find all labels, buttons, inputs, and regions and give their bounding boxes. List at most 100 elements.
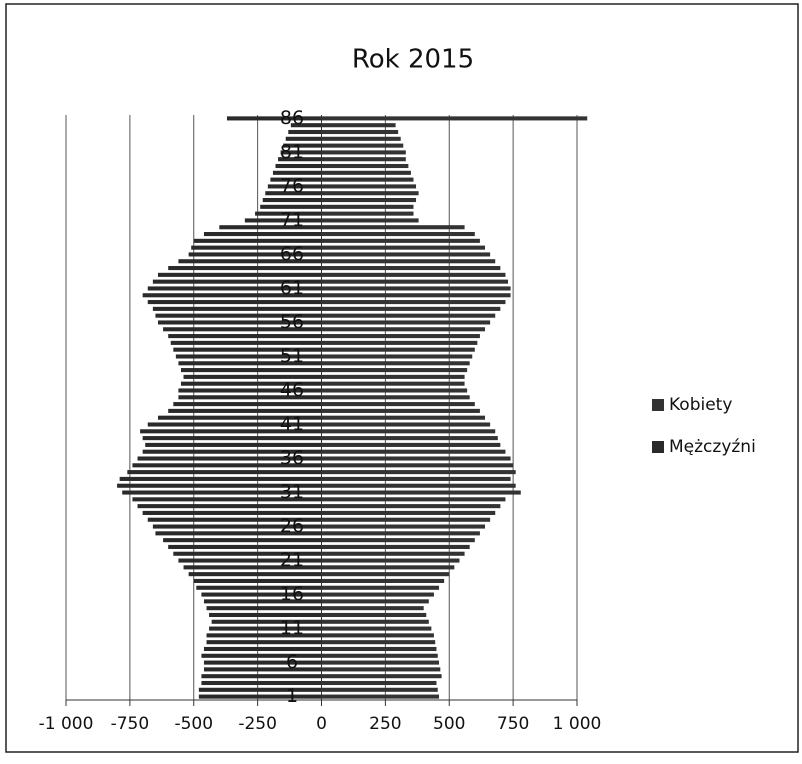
bar (163, 538, 322, 543)
bar (180, 368, 322, 373)
bar (321, 238, 480, 243)
bar (203, 232, 322, 237)
frame (5, 3, 799, 753)
bar (272, 170, 322, 175)
bar (183, 565, 322, 570)
bar (226, 116, 322, 121)
bar (321, 368, 468, 373)
bar (321, 646, 437, 652)
bar (321, 490, 521, 495)
bar (321, 252, 491, 257)
bar (137, 504, 322, 509)
bar (321, 272, 506, 277)
bar (321, 449, 506, 454)
x-tick-label: 1 000 (553, 714, 602, 734)
bar (175, 354, 322, 359)
y-tick-label: 76 (280, 175, 304, 197)
bar (321, 334, 480, 339)
bar (321, 517, 491, 522)
bar (127, 470, 322, 475)
bar (321, 211, 414, 216)
bar (157, 272, 322, 277)
bar (321, 116, 588, 121)
bar (168, 408, 322, 413)
bar (321, 442, 501, 447)
bar (321, 544, 470, 549)
bar (173, 347, 322, 352)
bar (206, 606, 322, 611)
bar (321, 306, 501, 311)
x-tick-label: -1 000 (39, 714, 94, 734)
y-tick-label: 86 (280, 107, 304, 129)
bar (178, 558, 322, 563)
bar (147, 422, 322, 427)
bar (285, 136, 322, 141)
x-tick-label: -250 (238, 714, 277, 734)
bar (321, 218, 419, 223)
bar (178, 361, 322, 366)
bar (321, 504, 501, 509)
bar (321, 612, 427, 618)
y-tick-label: 1 (286, 685, 298, 707)
bar (321, 429, 496, 434)
bar (290, 123, 322, 128)
bar (157, 415, 322, 420)
bar (321, 674, 442, 679)
bar (219, 225, 322, 230)
y-tick-label: 51 (280, 345, 304, 367)
bar (321, 633, 434, 638)
bar (321, 354, 473, 359)
bar (321, 150, 406, 155)
x-tick-label: -750 (111, 714, 150, 734)
bar (119, 476, 322, 481)
x-tick-label: 500 (433, 714, 465, 734)
bar (321, 538, 475, 543)
bar (191, 245, 322, 250)
bar (168, 334, 322, 339)
bar (155, 313, 322, 318)
bar (201, 674, 322, 679)
bar (321, 395, 470, 400)
bar (321, 225, 465, 230)
bar (321, 381, 465, 386)
bar (321, 606, 424, 611)
bar (173, 402, 322, 407)
y-tick-label: 31 (280, 481, 304, 503)
bar (201, 592, 322, 597)
y-tick-label: 71 (280, 209, 304, 231)
bar (321, 191, 419, 196)
y-tick-label: 41 (280, 413, 304, 435)
bar (196, 585, 322, 590)
bar (178, 388, 322, 393)
bar (193, 578, 322, 583)
bar (321, 524, 486, 529)
bar (180, 381, 322, 386)
bar (321, 361, 470, 366)
bar (321, 599, 429, 604)
bar (321, 170, 411, 175)
bar (321, 136, 401, 141)
bar (321, 197, 417, 203)
bar (117, 483, 322, 488)
bar (132, 497, 322, 502)
bar (321, 572, 450, 577)
bar (321, 470, 516, 475)
bar (321, 436, 498, 441)
bar (321, 565, 455, 570)
bar (321, 463, 514, 468)
chart-title: Rok 2015 (352, 45, 474, 75)
bar (321, 129, 399, 135)
x-tick-label: -500 (174, 714, 213, 734)
legend-label: Kobiety (669, 395, 732, 415)
bar (321, 177, 414, 182)
y-tick-label: 26 (280, 515, 304, 537)
bar (170, 340, 322, 345)
bar (142, 293, 322, 298)
bar (152, 279, 322, 284)
bar (321, 619, 429, 624)
bar (321, 694, 440, 699)
bar (203, 660, 322, 665)
bar (321, 456, 511, 461)
y-tick-label: 61 (280, 277, 304, 299)
